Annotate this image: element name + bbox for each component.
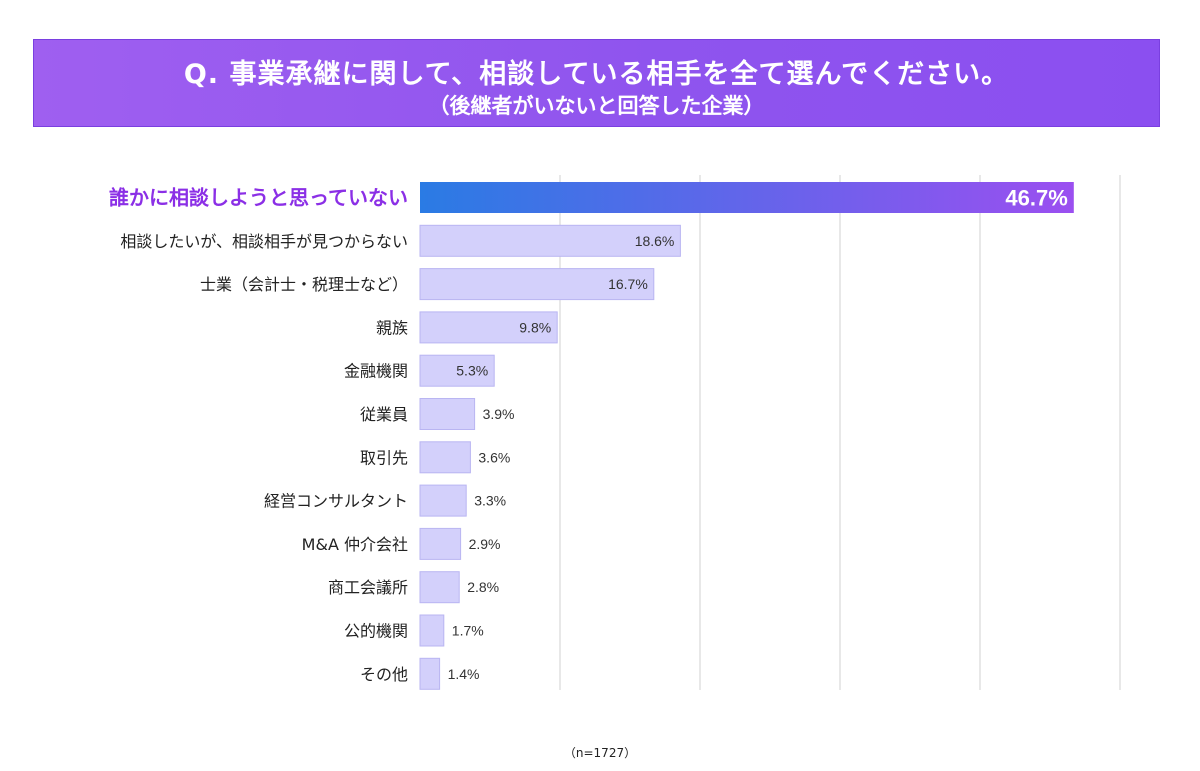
chart-title: Q. 事業承継に関して、相談している相手を全て選んでください。 (183, 59, 1010, 90)
bar-5 (419, 398, 476, 430)
value-label-8: 2.9% (469, 536, 501, 552)
category-label-11: その他 (360, 665, 408, 684)
category-label-0: 誰かに相談しようと思っていない (109, 186, 408, 210)
chart-header: Q. 事業承継に関して、相談している相手を全て選んでください。 （後継者がいない… (33, 39, 1160, 127)
category-label-8: M&A 仲介会社 (302, 535, 408, 554)
value-label-7: 3.3% (474, 493, 506, 509)
value-label-4: 5.3% (456, 363, 488, 379)
bar-2 (419, 268, 655, 301)
bar-8 (419, 527, 462, 560)
bar-9 (419, 571, 460, 604)
value-label-10: 1.7% (452, 623, 484, 639)
category-label-9: 商工会議所 (328, 578, 408, 597)
bar-10 (419, 614, 445, 647)
category-label-2: 士業（会計士・税理士など） (200, 275, 408, 294)
value-label-2: 16.7% (608, 276, 648, 292)
category-label-6: 取引先 (360, 448, 408, 467)
value-label-6: 3.6% (478, 449, 510, 465)
bar-11 (419, 657, 441, 690)
bar-4 (419, 354, 495, 387)
category-label-10: 公的機関 (344, 622, 408, 641)
category-label-3: 親族 (376, 318, 408, 337)
bar-1 (419, 224, 681, 257)
value-label-3: 9.8% (519, 319, 551, 335)
category-label-1: 相談したいが、相談相手が見つからない (120, 232, 408, 251)
value-label-5: 3.9% (483, 406, 515, 422)
category-label-4: 金融機関 (344, 362, 408, 381)
value-label-0: 46.7% (1005, 186, 1067, 211)
bar-6 (419, 441, 471, 474)
value-label-1: 18.6% (635, 233, 675, 249)
category-label-7: 経営コンサルタント (264, 492, 408, 511)
value-label-11: 1.4% (448, 666, 480, 682)
bar-0 (420, 182, 1074, 213)
value-label-9: 2.8% (467, 579, 499, 595)
bar-3 (419, 311, 558, 344)
sample-size-note: （n=1727） (563, 746, 637, 760)
chart-subtitle: （後継者がいないと回答した企業） (428, 94, 765, 118)
bar-7 (419, 484, 467, 517)
category-label-5: 従業員 (360, 405, 408, 424)
